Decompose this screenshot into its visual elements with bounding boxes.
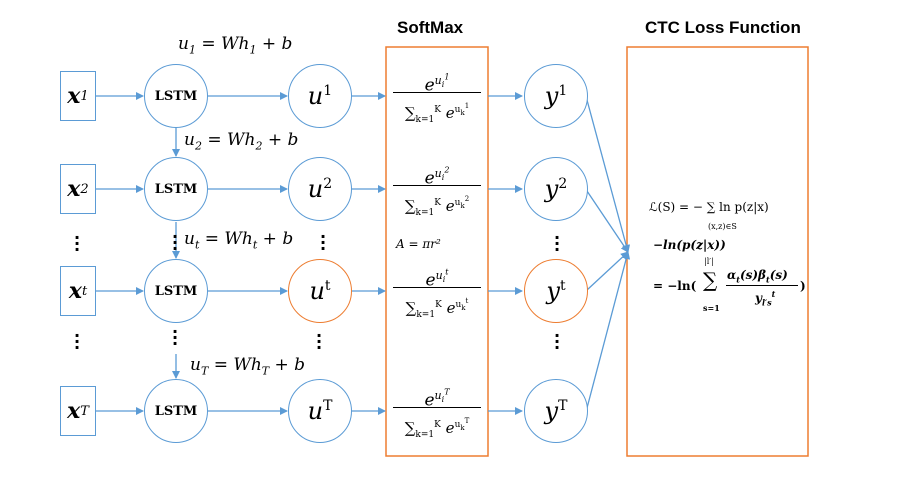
ellipsis-x: · · · [74, 228, 81, 259]
y-node-T: yT [524, 379, 588, 443]
ellipsis-u: · · · [316, 326, 323, 357]
lstm-node-2: LSTM [144, 157, 208, 221]
ctc-loss-line1: ℒ(S) = − ∑ ln p(z|x) [649, 200, 769, 214]
ctc-frac-den: yl′st [755, 289, 776, 308]
u-node-t: ut [288, 259, 352, 323]
y-node-2: y2 [524, 157, 588, 221]
ellipsis-y: · · · [554, 228, 561, 259]
ellipsis-lstm: · · · [172, 227, 179, 258]
lstm-node-1: LSTM [144, 64, 208, 128]
equation-uT: uT = WhT + b [190, 355, 306, 378]
equation-u1: u1 = Wh1 + b [178, 34, 293, 57]
ctc-sum-subscript: (x,z)∈S [708, 222, 737, 231]
ctc-sum-upper: |l′| [704, 257, 714, 266]
u-node-2: u2 [288, 157, 352, 221]
ctc-loss-line3: = −ln( [653, 279, 697, 293]
ctc-header: CTC Loss Function [645, 18, 801, 37]
softmax-formula-t: euit ∑k=1K eukt [389, 259, 485, 320]
equation-u2: u2 = Wh2 + b [184, 130, 299, 153]
row-arrows [95, 92, 631, 415]
lstm-node-T: LSTM [144, 379, 208, 443]
softmax-box [385, 46, 489, 457]
lstm-label: LSTM [154, 283, 198, 299]
ctc-sum-lower: s=1 [703, 303, 720, 313]
lstm-label: LSTM [154, 181, 198, 197]
ctc-frac-num: αt(s)βt(s) [727, 268, 788, 285]
ellipsis-lstm-2: · · · [172, 322, 179, 353]
softmax-formula-2: eui2 ∑k=1K euk2 [389, 157, 485, 218]
ellipsis-x-2: · · · [74, 326, 81, 357]
ctc-sum-sigma: ∑ [703, 268, 718, 292]
u-node-1: u1 [288, 64, 352, 128]
softmax-formula-T: euiT ∑k=1K eukT [389, 379, 485, 440]
ctc-loss-line2: −ln(p(z|x)) [653, 238, 726, 252]
ellipsis-eq: · · · [320, 227, 327, 258]
lstm-label: LSTM [154, 88, 198, 104]
u-node-T: uT [288, 379, 352, 443]
y-node-t: yt [524, 259, 588, 323]
equation-ut: ut = Wht + b [184, 229, 294, 252]
lstm-node-t: LSTM [144, 259, 208, 323]
softmax-formula-1: eui1 ∑k=1K euk1 [389, 64, 485, 125]
y-node-1: y1 [524, 64, 588, 128]
ellipsis-y-2: · · · [554, 326, 561, 357]
lstm-label: LSTM [154, 403, 198, 419]
ctc-frac-bar [726, 285, 798, 286]
area-formula: A = πr² [396, 237, 441, 251]
softmax-header: SoftMax [397, 18, 464, 37]
ctc-close-paren: ) [800, 279, 806, 293]
